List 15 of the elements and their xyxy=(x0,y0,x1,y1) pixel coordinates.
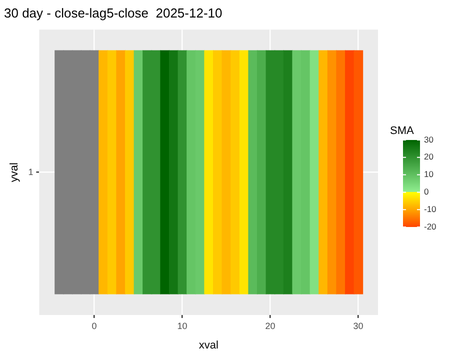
x-tick-label: 20 xyxy=(265,320,276,331)
y-axis-title: yval xyxy=(8,162,21,182)
color-bar-label: 0 xyxy=(424,186,429,197)
color-bar-label: -10 xyxy=(424,204,437,214)
color-bar-label: -20 xyxy=(424,221,437,232)
chart-title: 30 day - close-lag5-close 2025-12-10 xyxy=(4,5,222,20)
color-bar-label: 30 xyxy=(424,134,434,144)
color-bar-label: 20 xyxy=(424,152,434,162)
x-tick-label: 0 xyxy=(92,320,97,331)
x-axis-title: xval xyxy=(198,339,218,352)
color-bar-label: 10 xyxy=(424,169,434,180)
x-tick-label: 30 xyxy=(353,320,364,331)
x-tick-label: 10 xyxy=(177,320,188,331)
y-tick-label: 1 xyxy=(28,166,34,177)
color-bar-title: SMA xyxy=(390,125,414,137)
